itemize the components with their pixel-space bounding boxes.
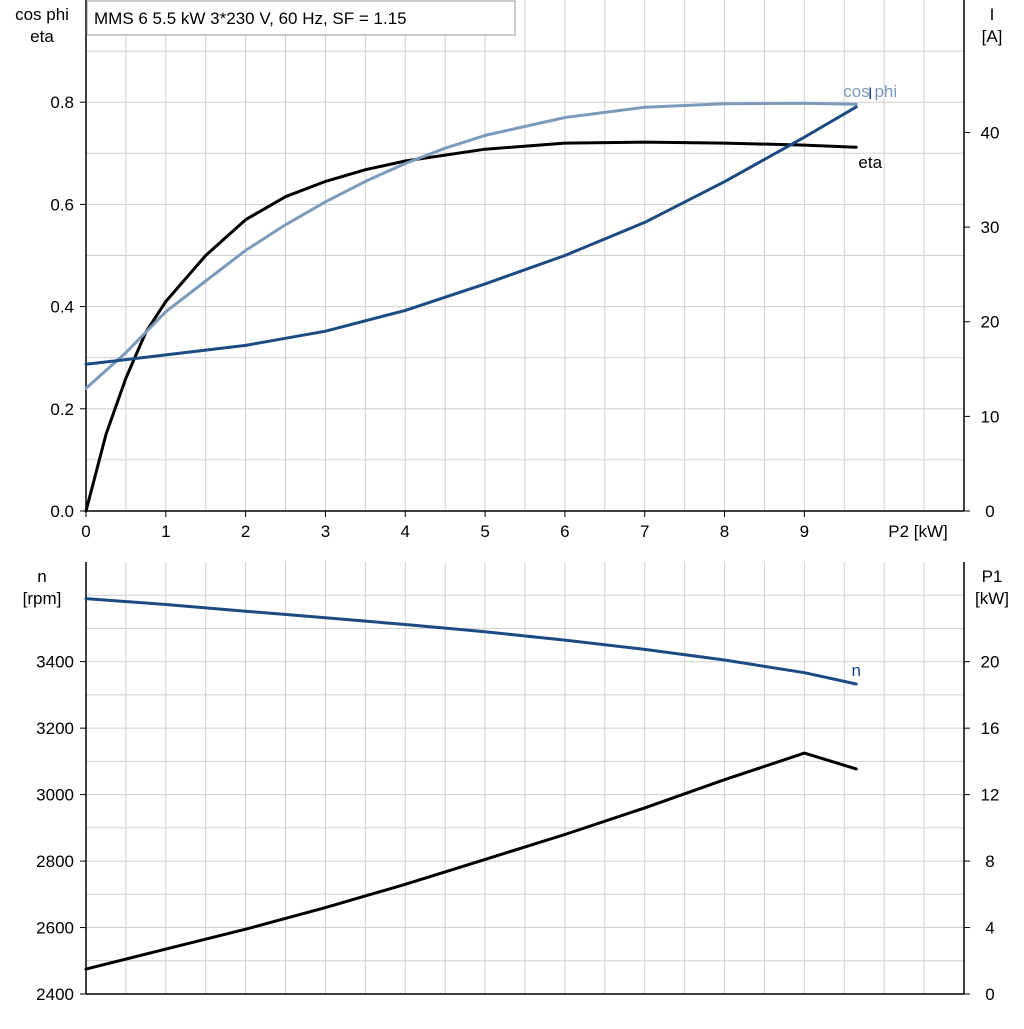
y-tick-label-right: 8 [985, 852, 994, 871]
series-line-n [84, 597, 858, 686]
y-tick-label-right: 0 [985, 985, 994, 1004]
y-axis-label-left: [rpm] [23, 589, 62, 608]
y-tick-label-left: 0.6 [50, 195, 74, 214]
curve-label-eta: eta [858, 153, 882, 172]
series-line-i [84, 105, 858, 366]
y-axis-label-right: I [990, 5, 995, 24]
y-tick-label-left: 3000 [36, 786, 74, 805]
y-tick-label-right: 4 [985, 919, 994, 938]
chart-title: MMS 6 5.5 kW 3*230 V, 60 Hz, SF = 1.15 [94, 9, 407, 28]
y-tick-label-left: 3400 [36, 653, 74, 672]
y-tick-label-right: 20 [981, 653, 1000, 672]
y-tick-label-left: 2800 [36, 852, 74, 871]
chart-title-box [86, 0, 516, 36]
x-tick-label: 8 [720, 522, 729, 541]
x-axis-label: P2 [kW] [888, 522, 948, 541]
y-axis-label-right: [A] [982, 27, 1003, 46]
curve-label-n: n [852, 661, 861, 680]
x-tick-label: 6 [560, 522, 569, 541]
y-tick-label-left: 2600 [36, 919, 74, 938]
curve-label-i: I [868, 84, 873, 103]
y-tick-label-right: 12 [981, 786, 1000, 805]
y-tick-label-right: 16 [981, 719, 1000, 738]
x-tick-label: 1 [161, 522, 170, 541]
y-axis-label-left: eta [30, 27, 54, 46]
curve-label-cos-phi: cos phi [843, 82, 897, 101]
y-tick-label-left: 0.0 [50, 502, 74, 521]
y-tick-label-right: 10 [981, 407, 1000, 426]
y-tick-label-right: 0 [985, 502, 994, 521]
y-tick-label-left: 0.2 [50, 400, 74, 419]
y-tick-label-right: 30 [981, 218, 1000, 237]
y-tick-label-left: 2400 [36, 985, 74, 1004]
y-tick-label-right: 40 [981, 123, 1000, 142]
x-tick-label: 3 [321, 522, 330, 541]
x-tick-label: 5 [480, 522, 489, 541]
y-tick-label-right: 20 [981, 313, 1000, 332]
y-tick-label-left: 0.8 [50, 93, 74, 112]
x-tick-label: 2 [241, 522, 250, 541]
series-line-eta [84, 140, 858, 513]
y-axis-label-left: n [37, 567, 46, 586]
x-tick-label: 4 [401, 522, 410, 541]
y-axis-label-right: [kW] [975, 589, 1009, 608]
y-axis-label-left: cos phi [15, 5, 69, 24]
series-line-cos-phi [84, 101, 858, 390]
x-tick-label: 0 [81, 522, 90, 541]
x-tick-label: 7 [640, 522, 649, 541]
x-tick-label: 9 [800, 522, 809, 541]
series-line-p1 [84, 751, 858, 971]
y-tick-label-left: 3200 [36, 719, 74, 738]
y-axis-label-right: P1 [982, 567, 1003, 586]
y-tick-label-left: 0.4 [50, 298, 74, 317]
